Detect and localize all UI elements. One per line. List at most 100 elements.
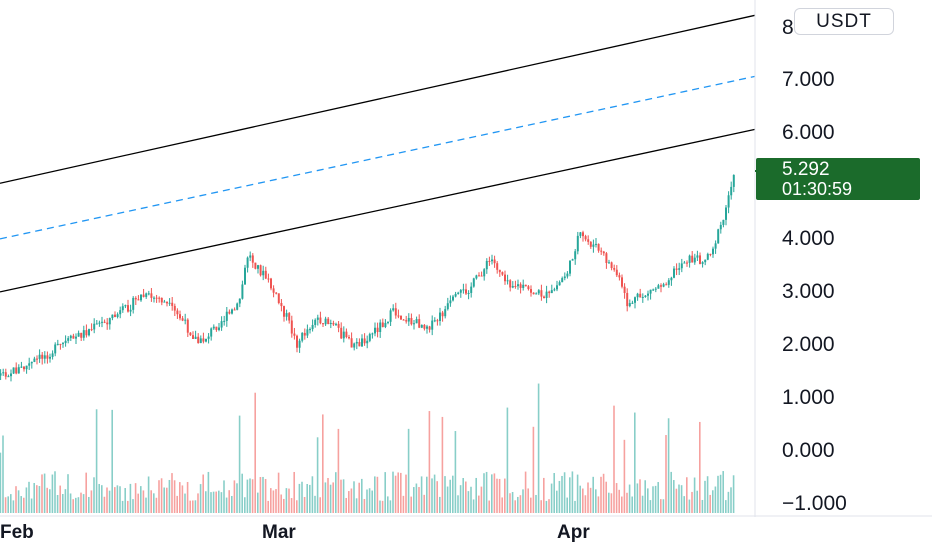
price-axis[interactable]: 8 7.000 6.000 4.000 3.000 2.000 1.000 0.000 −1.0… — [782, 16, 847, 515]
volume-bar — [353, 481, 355, 513]
candle-body — [428, 326, 431, 330]
time-tick-label: Mar — [262, 522, 296, 543]
candle-body — [69, 335, 72, 339]
volume-bar — [301, 481, 303, 513]
volume-bar — [231, 495, 233, 513]
candle-body — [501, 272, 504, 275]
candle-body — [569, 260, 571, 274]
volume-bar — [730, 487, 732, 513]
candle-body — [719, 224, 722, 230]
volume-bar — [10, 494, 12, 513]
candle-body — [478, 275, 480, 277]
volume-bar — [194, 500, 197, 513]
candle-body — [394, 308, 397, 316]
candle-body — [433, 320, 436, 322]
volume-bar — [465, 481, 467, 513]
volume-bar — [717, 475, 719, 513]
candle-body — [675, 268, 678, 270]
volume-bar — [571, 471, 574, 513]
volume-bar — [298, 483, 301, 513]
volume-bar — [675, 488, 678, 513]
volume-bar — [290, 498, 293, 513]
candle-body — [441, 312, 444, 317]
candle-body — [220, 321, 223, 328]
volume-bar — [514, 500, 516, 513]
candle-body — [189, 332, 192, 336]
volume-bar — [673, 480, 675, 513]
volume-bar — [153, 493, 155, 513]
price-tick-label: 4.000 — [782, 227, 835, 250]
candle-body — [184, 319, 187, 321]
volume-bar — [259, 477, 262, 513]
candle-body — [374, 327, 376, 334]
candle-body — [592, 244, 595, 247]
volume-bar — [192, 500, 194, 513]
candle-body — [709, 253, 712, 255]
volume-bar — [483, 473, 485, 513]
volume-bar — [244, 497, 246, 513]
candle-body — [610, 262, 613, 269]
candle-body — [64, 340, 67, 344]
candle-body — [683, 262, 686, 264]
volume-bar — [530, 497, 532, 513]
candle-body — [345, 331, 348, 338]
volume-bar — [608, 492, 610, 513]
channel-upper-line[interactable] — [0, 14, 756, 184]
candle-body — [358, 341, 361, 347]
volume-bar — [0, 452, 2, 513]
candle-body — [80, 332, 83, 338]
volume-bar — [379, 500, 381, 513]
channel-lower-line[interactable] — [0, 128, 756, 293]
volume-bar — [33, 482, 35, 513]
candle-body — [88, 329, 90, 336]
candle-body — [628, 303, 631, 307]
candle-body — [563, 276, 566, 279]
candle-body — [38, 354, 41, 359]
volume-bar — [722, 471, 724, 513]
channel-midline[interactable] — [0, 75, 756, 240]
volume-bar — [275, 489, 277, 513]
volume-bar — [488, 500, 490, 513]
candle-body — [296, 335, 298, 348]
volume-bar — [696, 490, 698, 513]
candle-body — [465, 289, 467, 294]
parallel-channel[interactable] — [0, 14, 756, 293]
candle-body — [108, 318, 111, 325]
candle-body — [210, 328, 213, 337]
candle-body — [506, 280, 509, 282]
candle-body — [727, 195, 730, 208]
candle-body — [262, 270, 265, 276]
volume-bar — [605, 481, 607, 513]
volume-bar — [368, 488, 371, 513]
volume-bar — [233, 480, 236, 513]
candle-body — [618, 275, 621, 278]
candle-body — [597, 243, 600, 251]
candle-body — [275, 292, 278, 294]
candle-body — [225, 311, 228, 321]
candle-body — [246, 257, 249, 268]
candle-body — [595, 243, 597, 245]
candle-body — [545, 291, 548, 299]
candle-body — [634, 297, 636, 303]
volume-bar — [420, 476, 423, 513]
volume-bar — [309, 484, 311, 513]
time-tick-label: Feb — [0, 522, 34, 543]
candle-body — [602, 251, 605, 254]
volume-bar — [283, 498, 285, 513]
candle-body — [163, 301, 166, 303]
volume-bar — [127, 500, 129, 513]
volume-bar — [589, 487, 592, 513]
volume-bar — [41, 474, 43, 513]
candle-body — [688, 255, 691, 263]
candle-body — [4, 372, 7, 377]
candle-body — [41, 354, 44, 359]
volume-bar — [121, 500, 124, 513]
currency-badge[interactable]: USDT — [794, 8, 894, 35]
candle-body — [574, 251, 577, 260]
price-tick-label: 6.000 — [782, 121, 835, 144]
volume-bar — [114, 487, 116, 513]
volume-bar — [524, 471, 527, 513]
time-axis[interactable]: Feb Mar Apr — [0, 522, 590, 543]
candle-body — [410, 317, 413, 325]
